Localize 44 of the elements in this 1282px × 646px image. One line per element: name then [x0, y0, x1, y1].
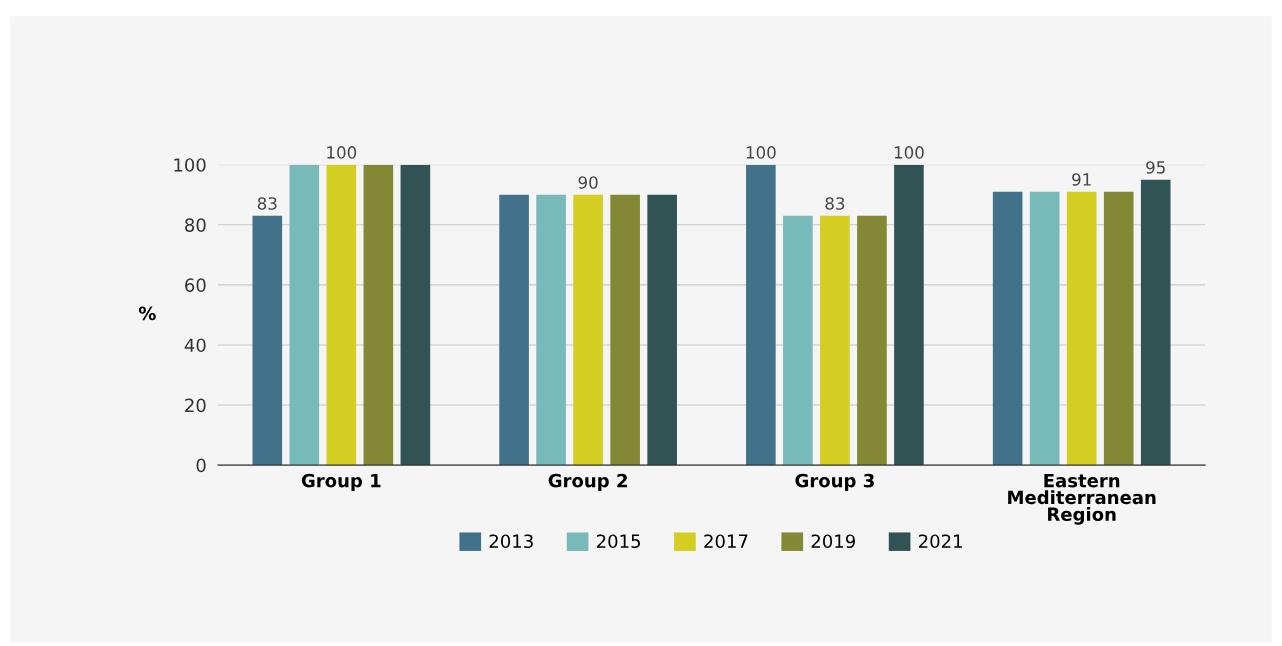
bar	[1140, 179, 1171, 466]
y-tick-label: 40	[184, 338, 206, 353]
bar	[857, 215, 887, 466]
bar	[326, 164, 357, 466]
bar	[820, 215, 850, 466]
data-label: 95	[1146, 161, 1165, 174]
data-label: 100	[894, 146, 924, 159]
bar	[783, 215, 813, 466]
bar	[400, 164, 431, 466]
bar	[647, 194, 677, 466]
bar	[610, 194, 640, 466]
x-tick-label: Eastern Mediterranean Region	[1008, 474, 1156, 525]
y-tick-label: 20	[185, 398, 206, 413]
data-label: 83	[257, 197, 277, 210]
bar	[536, 194, 566, 466]
bar	[894, 164, 924, 466]
x-tick-label: Group 2	[548, 473, 627, 491]
y-tick-label: 60	[185, 278, 206, 292]
legend-label: 2015	[596, 534, 641, 549]
data-label: 100	[746, 146, 776, 159]
bar	[1029, 191, 1060, 466]
bar	[289, 164, 320, 466]
data-label: 83	[825, 197, 845, 210]
legend-label: 2019	[811, 534, 855, 549]
bar	[992, 191, 1023, 466]
legend-label: 2017	[704, 534, 748, 549]
bar	[573, 194, 603, 466]
legend-label: 2013	[489, 534, 533, 549]
bar	[1103, 191, 1134, 466]
data-label: 100	[327, 146, 357, 159]
x-tick-label: Group 1	[301, 473, 381, 491]
y-tick-label: 100	[174, 158, 206, 172]
data-label: 90	[578, 176, 598, 189]
y-tick-label: 80	[185, 218, 206, 232]
legend-label: 2021	[918, 534, 962, 549]
bar	[499, 194, 529, 466]
y-tick-label: 0	[196, 458, 206, 473]
x-tick-label: Group 3	[795, 473, 874, 491]
bar	[746, 164, 776, 466]
bar	[252, 215, 283, 466]
bar	[1066, 191, 1097, 466]
data-label: 91	[1072, 173, 1091, 186]
bar	[363, 164, 394, 466]
y-axis-title: %	[138, 306, 156, 321]
